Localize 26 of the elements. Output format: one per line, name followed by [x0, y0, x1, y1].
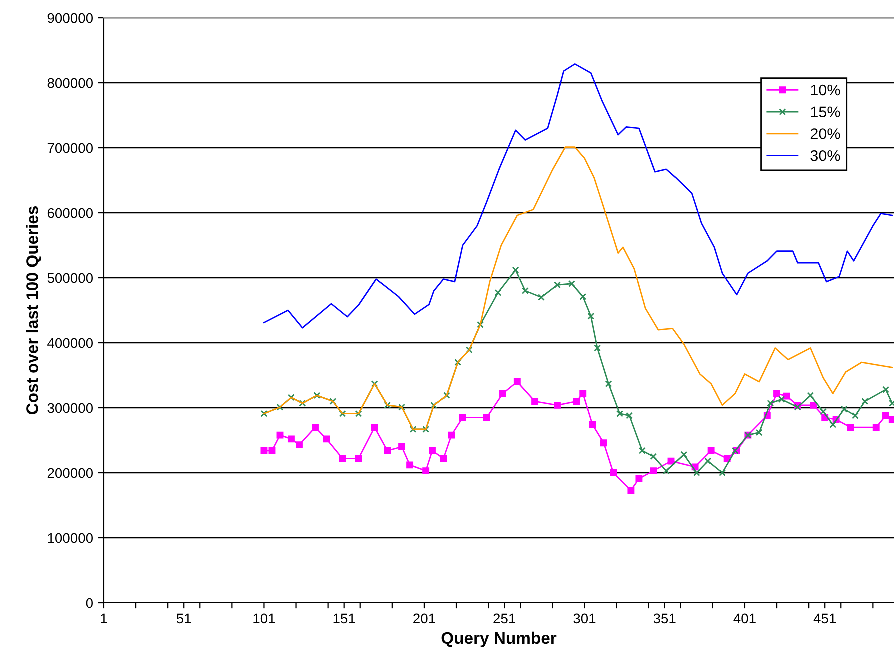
y-tick-label: 0 [86, 598, 94, 608]
legend-label: 10% [811, 84, 840, 96]
y-tick-label: 100000 [48, 533, 94, 544]
legend-label: 20% [810, 128, 840, 140]
y-tick-label: 500000 [48, 273, 94, 284]
y-tick-label: 900000 [48, 13, 94, 24]
y-tick-label: 200000 [48, 468, 94, 478]
y-tick-label: 600000 [48, 208, 94, 218]
x-tick-label: 401 [734, 614, 756, 624]
x-tick-label: 1 [101, 614, 108, 624]
legend-label: 30% [810, 150, 840, 162]
y-tick-label: 300000 [48, 403, 94, 414]
y-tick-label: 400000 [48, 338, 94, 348]
x-tick-label: 451 [814, 614, 836, 624]
x-tick-label: 151 [334, 614, 356, 624]
y-axis-title: Cost over last 100 Queries [26, 206, 42, 415]
x-tick-label: 351 [654, 614, 676, 624]
legend-label: 15% [811, 106, 840, 118]
x-axis-title: Query Number [442, 632, 557, 648]
y-tick-label: 800000 [48, 78, 94, 88]
x-tick-label: 301 [574, 614, 596, 624]
x-tick-label: 201 [414, 614, 436, 624]
y-tick-label: 700000 [48, 143, 94, 154]
x-tick-label: 251 [494, 614, 516, 624]
x-tick-label: 101 [254, 614, 276, 624]
x-tick-label: 51 [176, 614, 192, 624]
